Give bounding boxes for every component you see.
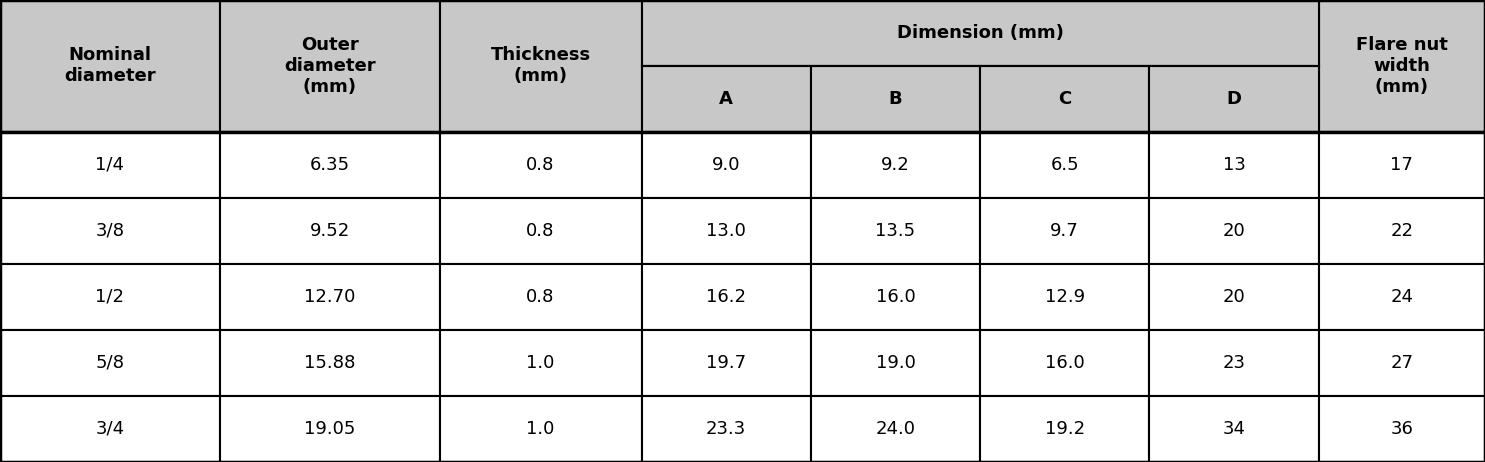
Bar	[642, 66, 811, 132]
Text: Dimension (mm): Dimension (mm)	[897, 24, 1063, 42]
Bar	[642, 198, 811, 264]
Bar	[220, 396, 440, 462]
Text: 24.0: 24.0	[876, 420, 915, 438]
Bar	[1319, 198, 1485, 264]
Bar	[220, 132, 440, 198]
Text: 17: 17	[1390, 156, 1414, 174]
Bar	[440, 198, 642, 264]
Bar	[811, 330, 980, 396]
Text: 27: 27	[1390, 354, 1414, 372]
Bar	[0, 0, 220, 132]
Bar	[440, 330, 642, 396]
Bar	[1149, 198, 1319, 264]
Text: 0.8: 0.8	[526, 288, 555, 306]
Bar	[1149, 330, 1319, 396]
Text: 1.0: 1.0	[526, 354, 555, 372]
Bar	[0, 330, 220, 396]
Bar	[1319, 396, 1485, 462]
Text: 1/2: 1/2	[95, 288, 125, 306]
Text: B: B	[888, 90, 903, 108]
Bar	[980, 66, 1149, 132]
Text: 22: 22	[1390, 222, 1414, 240]
Text: 16.2: 16.2	[707, 288, 745, 306]
Text: 19.7: 19.7	[705, 354, 747, 372]
Bar	[1319, 264, 1485, 330]
Text: 13.0: 13.0	[707, 222, 745, 240]
Bar	[440, 264, 642, 330]
Bar	[980, 132, 1149, 198]
Bar	[642, 330, 811, 396]
Text: 20: 20	[1222, 288, 1246, 306]
Text: 23: 23	[1222, 354, 1246, 372]
Text: 15.88: 15.88	[304, 354, 355, 372]
Text: 9.2: 9.2	[881, 156, 910, 174]
Text: 1/4: 1/4	[95, 156, 125, 174]
Bar	[1319, 132, 1485, 198]
Bar	[642, 132, 811, 198]
Bar	[0, 396, 220, 462]
Bar	[1149, 264, 1319, 330]
Bar	[440, 0, 642, 132]
Bar	[220, 330, 440, 396]
Bar	[1149, 66, 1319, 132]
Bar	[1319, 0, 1485, 132]
Text: 19.2: 19.2	[1044, 420, 1086, 438]
Text: 9.52: 9.52	[309, 222, 350, 240]
Text: A: A	[719, 90, 734, 108]
Bar	[1319, 330, 1485, 396]
Text: 3/4: 3/4	[95, 420, 125, 438]
Text: 20: 20	[1222, 222, 1246, 240]
Bar	[0, 132, 220, 198]
Text: 9.0: 9.0	[711, 156, 741, 174]
Text: 23.3: 23.3	[705, 420, 747, 438]
Text: Thickness
(mm): Thickness (mm)	[490, 47, 591, 85]
Text: Nominal
diameter: Nominal diameter	[64, 47, 156, 85]
Text: 5/8: 5/8	[95, 354, 125, 372]
Text: Outer
diameter
(mm): Outer diameter (mm)	[284, 36, 376, 96]
Text: 3/8: 3/8	[95, 222, 125, 240]
Bar	[440, 132, 642, 198]
Text: 6.5: 6.5	[1050, 156, 1080, 174]
Text: 19.0: 19.0	[876, 354, 915, 372]
Text: 12.70: 12.70	[304, 288, 355, 306]
Bar	[1149, 396, 1319, 462]
Bar	[811, 198, 980, 264]
Bar	[220, 198, 440, 264]
Text: 0.8: 0.8	[526, 222, 555, 240]
Bar	[642, 0, 1319, 66]
Text: D: D	[1227, 90, 1241, 108]
Text: 16.0: 16.0	[1045, 354, 1084, 372]
Text: 1.0: 1.0	[526, 420, 555, 438]
Text: 13: 13	[1222, 156, 1246, 174]
Text: 19.05: 19.05	[304, 420, 355, 438]
Text: C: C	[1059, 90, 1071, 108]
Bar	[811, 396, 980, 462]
Text: 24: 24	[1390, 288, 1414, 306]
Text: 9.7: 9.7	[1050, 222, 1080, 240]
Bar	[980, 264, 1149, 330]
Bar	[0, 198, 220, 264]
Bar	[440, 396, 642, 462]
Bar	[642, 396, 811, 462]
Text: 34: 34	[1222, 420, 1246, 438]
Bar	[811, 66, 980, 132]
Bar	[642, 264, 811, 330]
Bar	[0, 264, 220, 330]
Bar	[811, 132, 980, 198]
Bar	[1149, 132, 1319, 198]
Text: 0.8: 0.8	[526, 156, 555, 174]
Bar	[980, 330, 1149, 396]
Bar	[811, 264, 980, 330]
Text: 16.0: 16.0	[876, 288, 915, 306]
Text: Flare nut
width
(mm): Flare nut width (mm)	[1356, 36, 1448, 96]
Bar	[220, 0, 440, 132]
Bar	[980, 198, 1149, 264]
Text: 12.9: 12.9	[1044, 288, 1086, 306]
Bar	[220, 264, 440, 330]
Text: 13.5: 13.5	[875, 222, 916, 240]
Bar	[980, 396, 1149, 462]
Text: 6.35: 6.35	[309, 156, 350, 174]
Text: 36: 36	[1390, 420, 1414, 438]
